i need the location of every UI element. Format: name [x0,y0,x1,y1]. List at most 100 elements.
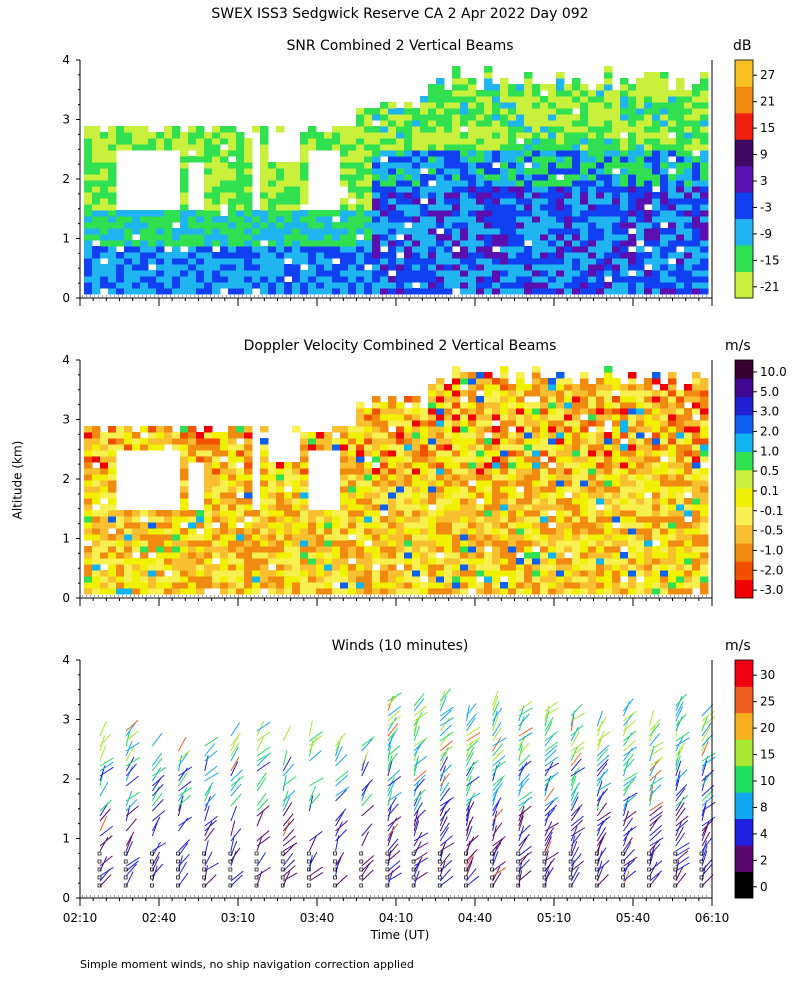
axes-panel-3: 0 1 2 3 4 [62,653,713,906]
colorbar-label: 0.1 [760,484,779,498]
colorbar-label: 30 [760,668,775,682]
footnote: Simple moment winds, no ship navigation … [80,958,414,971]
snr-panel-title: SNR Combined 2 Vertical Beams [286,38,514,54]
colorbar-label: 21 [760,95,775,109]
colorbar-label: -15 [760,253,780,267]
colorbar-label: 5.0 [760,385,779,399]
colorbar-label: -3.0 [760,583,783,597]
colorbar-swatch [735,378,753,398]
y-tick-label: 1 [62,232,70,246]
y-tick-label: 3 [62,413,70,427]
winds-unit-label: m/s [725,638,751,654]
colorbar-swatch [735,524,753,544]
y-tick-label: 0 [62,891,70,905]
axes-panel-2: 0 1 2 3 4 [62,353,713,606]
y-tick-label: 2 [62,772,70,786]
velocity-panel-title: Doppler Velocity Combined 2 Vertical Bea… [243,338,557,354]
y-tick-label: 0 [62,291,70,305]
snr-unit-label: dB [733,38,752,54]
x-tick-label: 02:10 [63,911,98,925]
colorbar-swatch [735,271,753,299]
colorbar-1: 27 21 15 9 3 -3 -9 -15 -21 [734,59,780,299]
colorbar-label: -21 [760,280,780,294]
x-tick-label: 04:40 [458,911,493,925]
colorbar-swatch [735,165,753,193]
x-tick-label: 02:40 [142,911,177,925]
colorbar-label: 2.0 [760,424,779,438]
colorbar-swatch [735,469,753,489]
y-tick-label: 4 [62,653,70,667]
colorbar-label: -0.1 [760,504,783,518]
colorbar-swatch [735,818,753,846]
colorbar-label: 3 [760,174,768,188]
figure-title: SWEX ISS3 Sedgwick Reserve CA 2 Apr 2022… [211,6,589,22]
colorbar-label: 15 [760,748,775,762]
colorbar-swatch [735,506,753,526]
x-tick-label: 03:40 [300,911,335,925]
colorbar-label: 27 [760,68,775,82]
colorbar-label: 2 [760,853,768,867]
y-tick-label: 0 [62,591,70,605]
colorbar-swatch [735,871,753,899]
y-tick-label: 2 [62,472,70,486]
colorbar-swatch [735,712,753,740]
colorbar-swatch [735,543,753,562]
x-tick-label: 04:10 [379,911,414,925]
x-axis-label: Time (UT) [370,928,430,942]
y-tick-label: 3 [62,713,70,727]
colorbar-label: 3.0 [760,405,779,419]
colorbar-swatch [735,218,753,246]
colorbar-swatch [735,433,753,452]
colorbar-label: 15 [760,121,775,135]
x-tick-label: 05:10 [537,911,572,925]
colorbar-label: -2.0 [760,563,783,577]
colorbar-swatch [735,660,753,687]
colorbar-label: -0.5 [760,524,783,538]
axes-panel-1: 0 1 2 3 4 [62,53,713,306]
x-tick-label: 06:10 [695,911,730,925]
colorbar-label: 4 [760,827,768,841]
y-tick-label: 4 [62,53,70,67]
colorbar-swatch [735,245,753,272]
x-tick-label: 03:10 [221,911,256,925]
colorbar-swatch [735,792,753,820]
colorbar-label: 10.0 [760,365,787,379]
colorbar-swatch [735,579,753,599]
colorbar-swatch [735,686,753,714]
colorbar-swatch [735,739,753,767]
colorbar-label: 1.0 [760,444,779,458]
colorbar-swatch [735,488,753,507]
colorbar-swatch [735,451,753,471]
colorbar-swatch [735,360,753,379]
colorbar-label: 0 [760,880,768,894]
colorbar-swatch [735,765,753,793]
colorbar-2: 10.0 5.0 3.0 2.0 1.0 0.5 0.1 -0.1 -0.5 -1.0 -2.0 -3… [734,359,787,599]
velocity-heatmap-cells [84,366,709,595]
colorbar-label: 25 [760,695,775,709]
colorbar-swatch [735,396,753,416]
colorbar-swatch [735,192,753,220]
colorbar-swatch [735,139,753,167]
snr-heatmap-cells [84,66,709,295]
colorbar-label: -9 [760,227,772,241]
colorbar-label: -1.0 [760,543,783,557]
y-tick-label: 1 [62,532,70,546]
colorbar-label: 10 [760,774,775,788]
colorbar-swatch [735,561,753,581]
y-tick-label: 1 [62,832,70,846]
colorbar-label: 9 [760,148,768,162]
colorbar-label: 0.5 [760,464,779,478]
colorbar-label: 8 [760,800,768,814]
colorbar-swatch [735,112,753,140]
colorbar-label: 20 [760,721,775,735]
colorbar-swatch [735,414,753,434]
colorbar-swatch [735,86,753,114]
colorbar-swatch [735,60,753,87]
winds-panel-title: Winds (10 minutes) [331,638,469,654]
colorbar-label: -3 [760,200,772,214]
y-tick-label: 4 [62,353,70,367]
velocity-unit-label: m/s [725,338,751,354]
wind-barbs [97,688,716,888]
